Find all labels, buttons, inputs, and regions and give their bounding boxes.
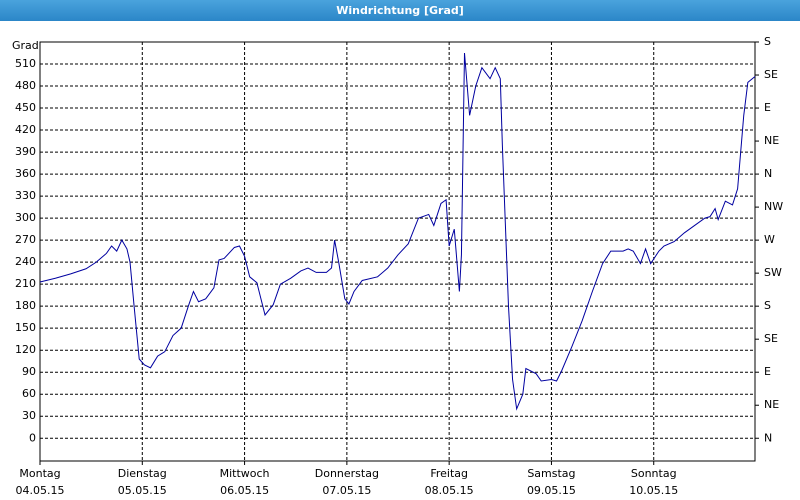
y2-tick-label: SW xyxy=(764,266,782,279)
x-tick-date: 05.05.15 xyxy=(118,484,167,497)
plot-frame xyxy=(39,41,756,462)
y2-tick-label: NE xyxy=(764,134,779,147)
x-tick-label: Montag xyxy=(19,467,60,480)
x-tick-date: 04.05.15 xyxy=(16,484,65,497)
x-tick-date: 07.05.15 xyxy=(322,484,371,497)
x-tick-label: Dienstag xyxy=(118,467,167,480)
y2-tick-label: N xyxy=(764,431,772,444)
y-tick-label: 300 xyxy=(15,211,36,224)
y2-tick-label: W xyxy=(764,233,775,246)
y2-tick-label: NW xyxy=(764,200,783,213)
data-line xyxy=(39,52,756,411)
y2-tick-label: E xyxy=(764,365,771,378)
y-tick-label: 240 xyxy=(15,255,36,268)
x-tick-label: Samstag xyxy=(527,467,575,480)
chart-title: Windrichtung [Grad] xyxy=(336,4,464,17)
y-tick-label: 150 xyxy=(15,321,36,334)
x-tick-label: Donnerstag xyxy=(315,467,379,480)
y-tick-label: 180 xyxy=(15,299,36,312)
x-tick-date: 08.05.15 xyxy=(425,484,474,497)
x-tick-date: 06.05.15 xyxy=(220,484,269,497)
y-tick-label: 360 xyxy=(15,167,36,180)
x-tick-date: 09.05.15 xyxy=(527,484,576,497)
x-tick-label: Mittwoch xyxy=(220,467,270,480)
y-tick-label: 210 xyxy=(15,277,36,290)
y-tick-label: 450 xyxy=(15,101,36,114)
y-tick-label: 90 xyxy=(22,365,36,378)
x-tick-label: Sonntag xyxy=(631,467,677,480)
y-tick-label: 330 xyxy=(15,189,36,202)
y-tick-label: 0 xyxy=(29,431,36,444)
y2-tick-label: S xyxy=(764,35,771,48)
y2-tick-label: S xyxy=(764,299,771,312)
title-bar xyxy=(0,0,800,21)
y-tick-label: 480 xyxy=(15,79,36,92)
y2-tick-label: SE xyxy=(764,68,778,81)
y-tick-label: 60 xyxy=(22,387,36,400)
y2-tick-label: NE xyxy=(764,398,779,411)
y2-tick-label: N xyxy=(764,167,772,180)
y-tick-label: 420 xyxy=(15,123,36,136)
y-tick-label: 390 xyxy=(15,145,36,158)
x-tick-date: 10.05.15 xyxy=(629,484,678,497)
y-axis-label: Grad xyxy=(12,39,39,52)
x-tick-label: Freitag xyxy=(430,467,468,480)
y-tick-label: 30 xyxy=(22,409,36,422)
y-tick-label: 270 xyxy=(15,233,36,246)
y-tick-label: 510 xyxy=(15,57,36,70)
y2-tick-label: SE xyxy=(764,332,778,345)
y-tick-label: 120 xyxy=(15,343,36,356)
y2-tick-label: E xyxy=(764,101,771,114)
